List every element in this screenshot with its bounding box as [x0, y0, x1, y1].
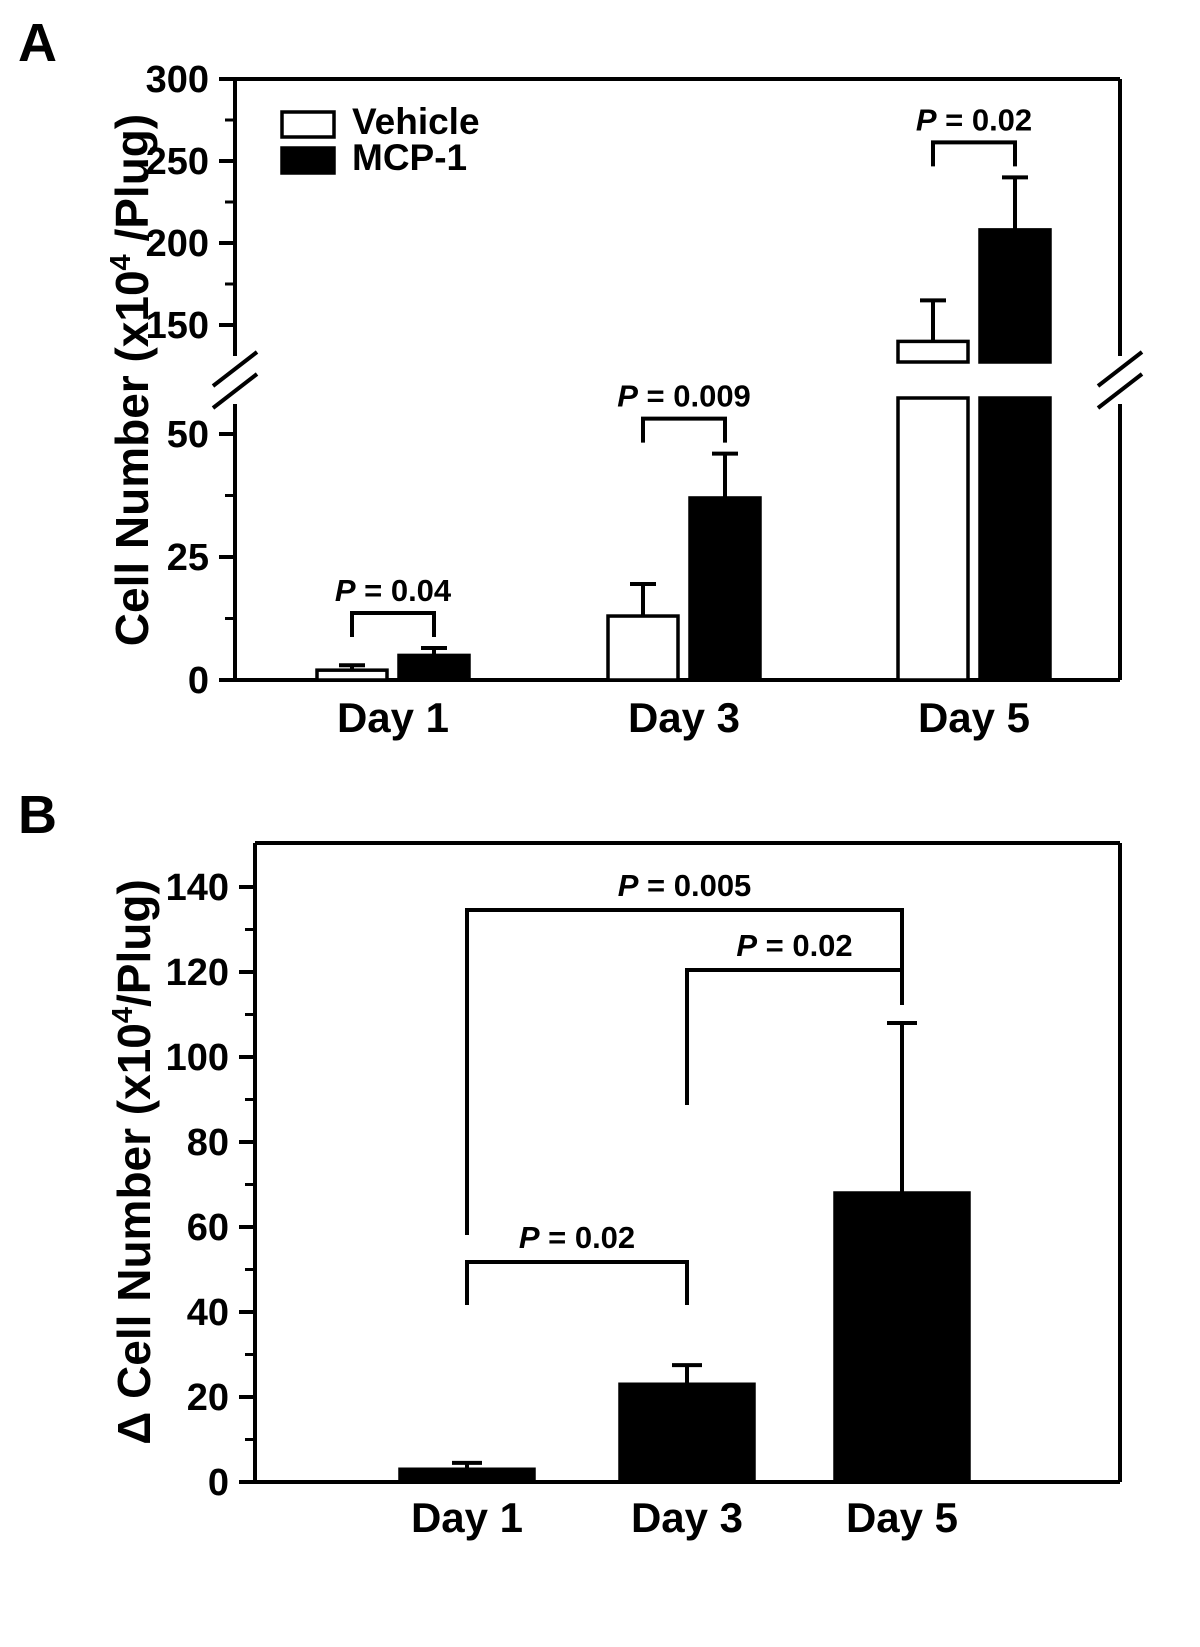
y-tick-label: 60 — [187, 1207, 229, 1249]
y-tick-label: 200 — [146, 223, 209, 265]
x-category-label: Day 5 — [918, 694, 1030, 741]
y-tick-label: 40 — [187, 1292, 229, 1334]
x-category-label: Day 1 — [411, 1494, 523, 1541]
significance-bracket — [465, 1260, 689, 1305]
x-category-label: Day 3 — [628, 694, 740, 741]
p-value-label: P = 0.005 — [618, 868, 752, 903]
bar-mcp-1-day-5-lower — [978, 396, 1052, 682]
significance-bracket — [350, 611, 436, 638]
bar-delta-day-3 — [618, 1382, 756, 1484]
axis-break-mark — [211, 350, 259, 388]
panel-a-letter: A — [18, 13, 57, 73]
y-tick-label: 150 — [146, 305, 209, 347]
bar-mcp-1-day-5-upper — [978, 228, 1052, 364]
bar-mcp-1-day-3 — [688, 496, 762, 682]
y-tick-label: 120 — [166, 952, 229, 994]
bar-vehicle-day-5-lower — [896, 396, 970, 682]
legend-label: Vehicle — [352, 101, 480, 142]
y-tick-label: 140 — [166, 867, 229, 909]
y-tick-label: 25 — [167, 537, 209, 579]
y-tick-label: 80 — [187, 1122, 229, 1164]
y-tick-label: 0 — [188, 660, 209, 702]
axis-break-mark — [211, 372, 259, 410]
y-axis-title: Δ Cell Number (x104/Plug) — [107, 879, 160, 1445]
axis-break-mark — [1096, 350, 1144, 388]
p-value-label: P = 0.04 — [335, 573, 452, 608]
legend-label: MCP-1 — [352, 137, 467, 178]
y-tick-label: 300 — [146, 59, 209, 101]
p-value-label: P = 0.009 — [617, 379, 751, 414]
y-tick-label: 0 — [208, 1462, 229, 1504]
y-tick-label: 250 — [146, 141, 209, 183]
y-axis-title: Cell Number (x104 /Plug) — [105, 114, 158, 646]
significance-bracket — [641, 416, 727, 443]
legend-swatch-vehicle — [280, 110, 336, 139]
bar-delta-day-1 — [398, 1467, 536, 1484]
p-value-label: P = 0.02 — [519, 1220, 635, 1255]
x-category-label: Day 1 — [337, 694, 449, 741]
x-category-label: Day 5 — [846, 1494, 958, 1541]
panel-b-letter: B — [18, 785, 57, 845]
p-value-label: P = 0.02 — [916, 102, 1032, 137]
legend-swatch-mcp-1 — [280, 146, 336, 175]
y-tick-label: 20 — [187, 1377, 229, 1419]
y-tick-label: 50 — [167, 414, 209, 456]
axis-break-mark — [1096, 372, 1144, 410]
bar-mcp-1-day-1 — [397, 653, 471, 682]
x-category-label: Day 3 — [631, 1494, 743, 1541]
y-tick-label: 100 — [166, 1037, 229, 1079]
bar-vehicle-day-5-upper — [896, 339, 970, 364]
p-value-label: P = 0.02 — [736, 928, 852, 963]
panel-b-chart: 0 20 40 60 80 100 120 140 Day 1 Day 3 Day 5 P = 0.0… — [107, 841, 1122, 1541]
significance-bracket — [685, 968, 904, 1105]
bar-vehicle-day-3 — [606, 614, 680, 682]
significance-bracket — [931, 140, 1017, 167]
bar-delta-day-5 — [833, 1191, 971, 1484]
significance-bracket — [465, 908, 904, 1235]
panel-a-chart: 0 25 50 150 200 250 300 Day 1 Day 3 Day 5 P = 0.04… — [105, 59, 1144, 741]
bar-vehicle-day-1 — [315, 668, 389, 682]
